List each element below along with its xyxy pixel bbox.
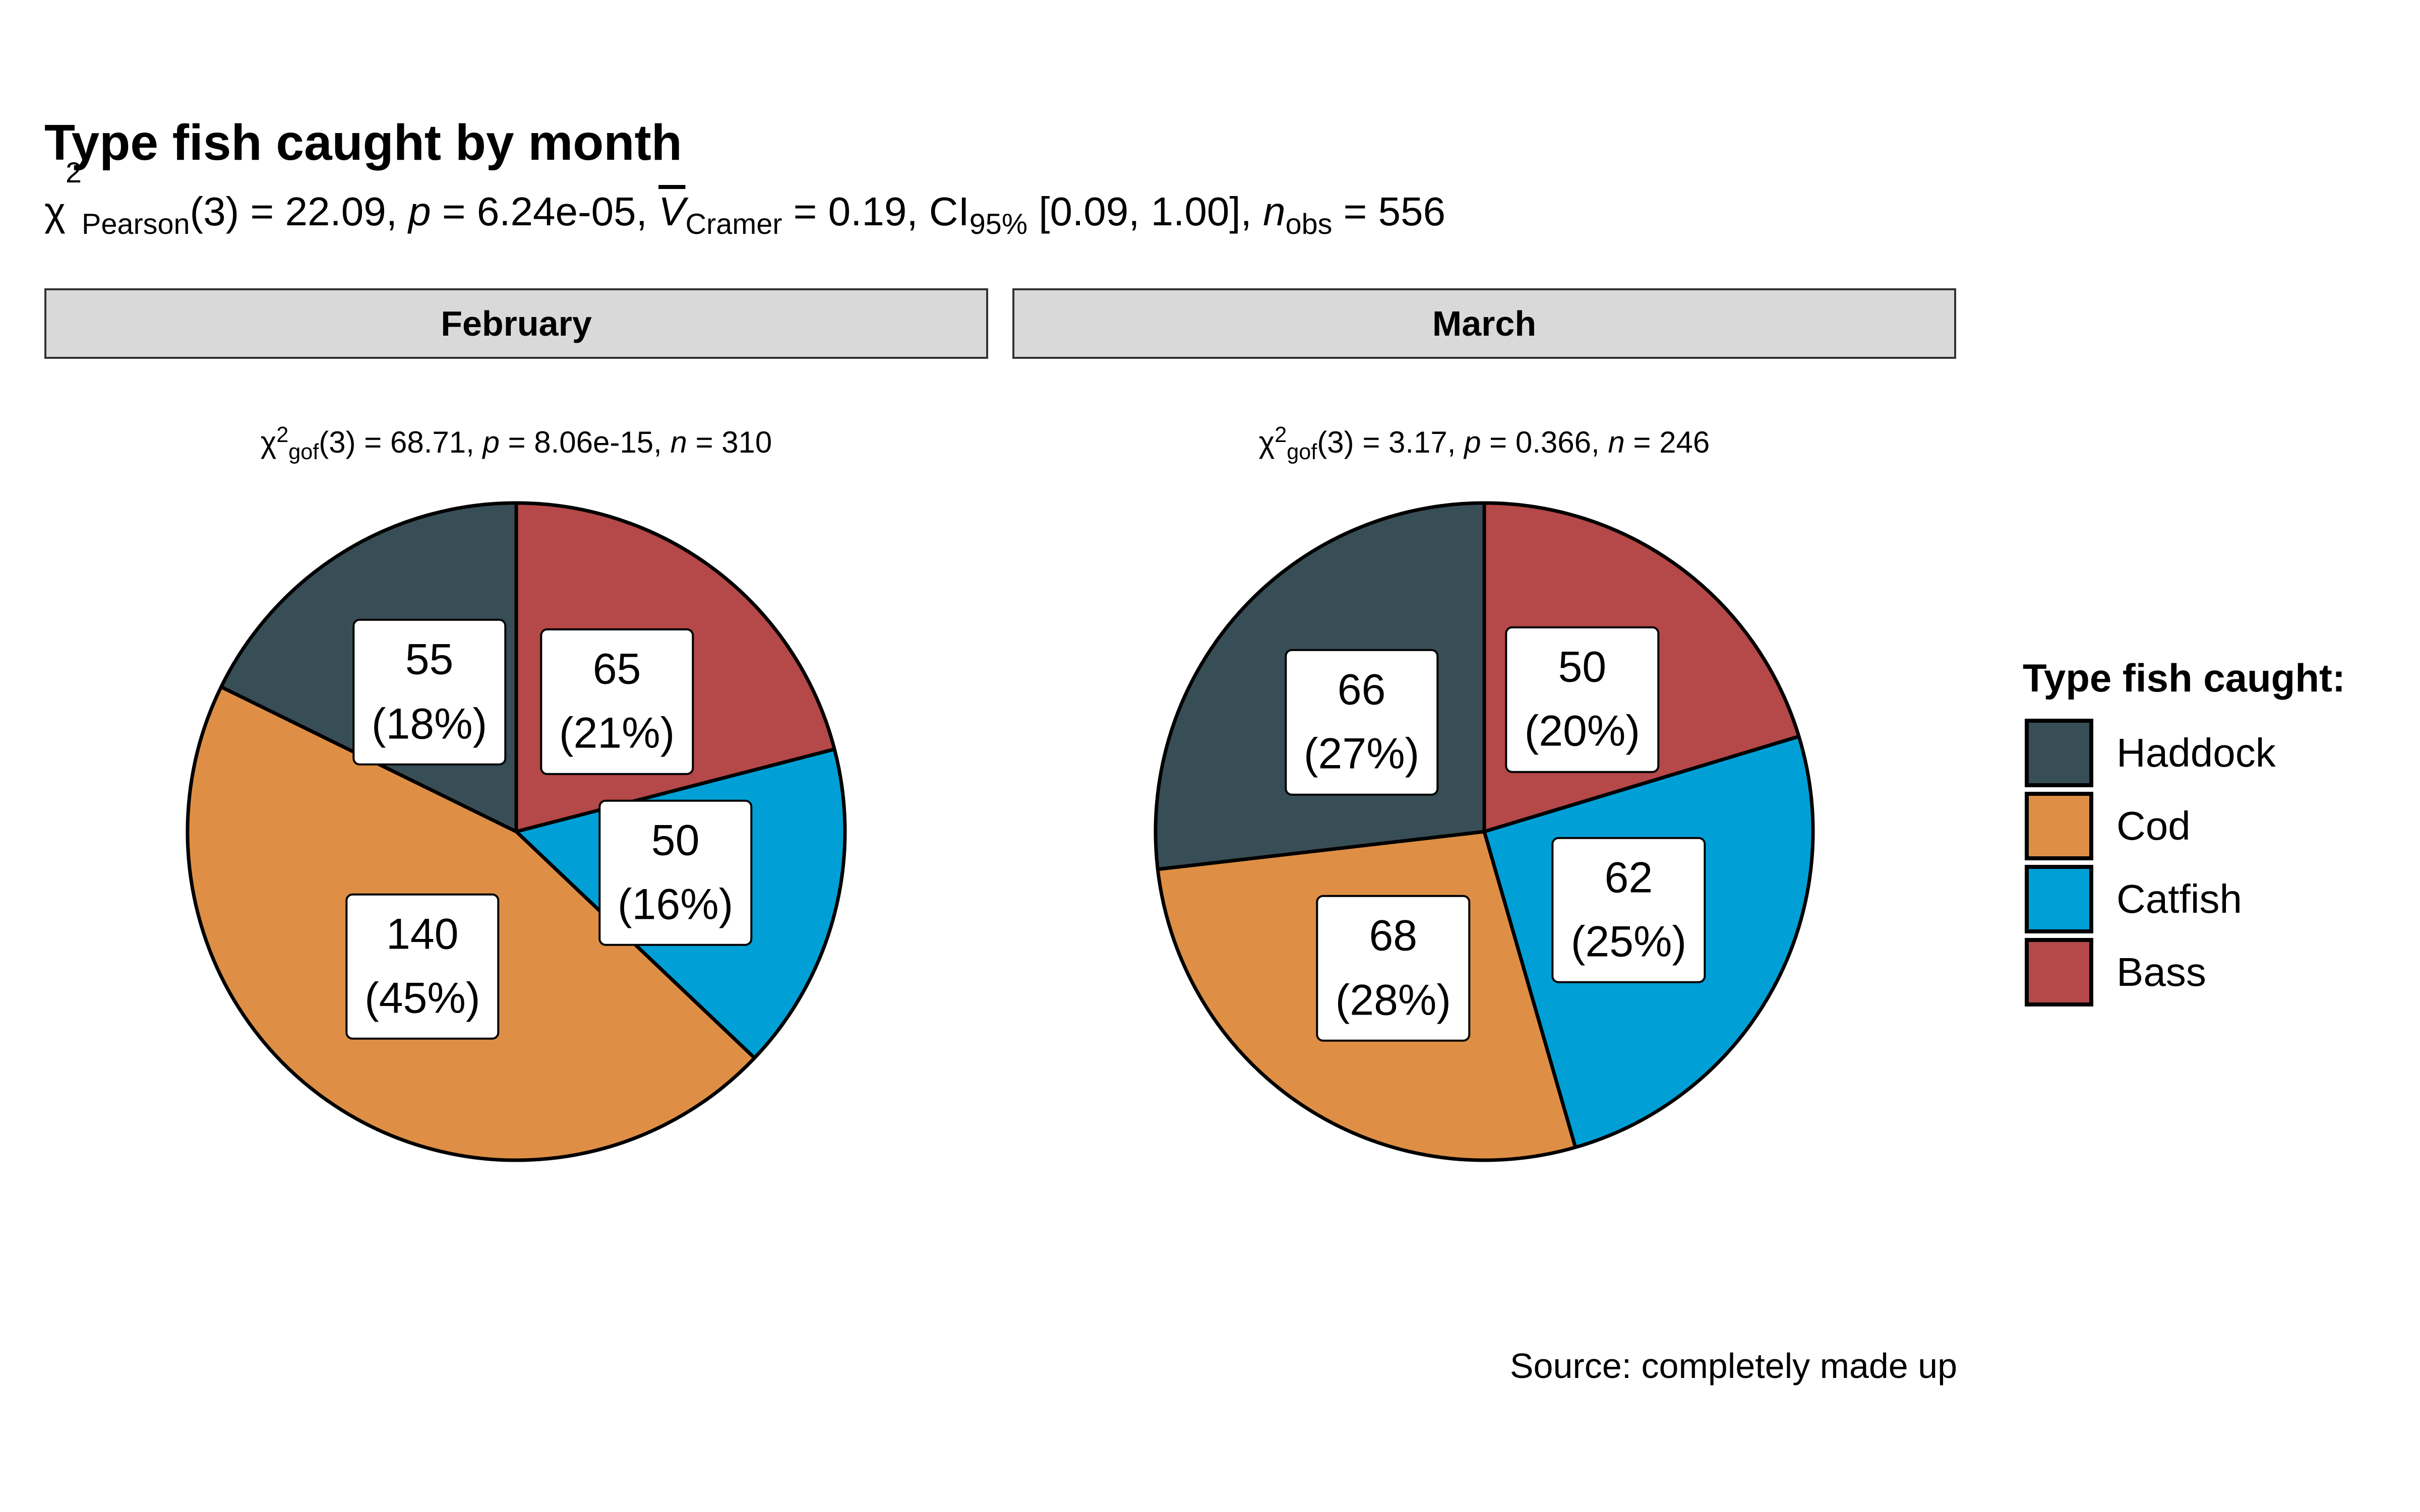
slice-count-label: 50 xyxy=(651,816,700,865)
legend-swatch xyxy=(2025,719,2093,787)
slice-percent-label: (28%) xyxy=(1335,976,1451,1025)
legend-swatch xyxy=(2025,938,2093,1006)
slice-count-label: 65 xyxy=(592,645,641,694)
slice-percent-label: (20%) xyxy=(1524,707,1640,756)
subtitle-ci-value: [0.09, 1.00], xyxy=(1027,189,1263,234)
slice-count-label: 50 xyxy=(1558,643,1607,691)
legend-swatch xyxy=(2025,792,2093,860)
subtitle-pearson: Pearson xyxy=(82,208,190,240)
subtitle-ci-sub: 95% xyxy=(969,208,1028,240)
facet-strip-march: March xyxy=(1012,288,1956,359)
slice-count-label: 140 xyxy=(386,910,459,959)
slice-label-february-haddock: 55 (18%) xyxy=(352,619,507,766)
slice-percent-label: (27%) xyxy=(1303,730,1420,779)
slice-count-label: 55 xyxy=(405,636,454,684)
legend-item-cod: Cod xyxy=(2025,791,2191,861)
subtitle-v-value: = 0.19, CI xyxy=(782,189,970,234)
legend-item-bass: Bass xyxy=(2025,937,2206,1007)
chart-title: Type fish caught by month xyxy=(44,114,682,171)
legend-title: Type fish caught: xyxy=(2023,656,2345,700)
slice-percent-label: (21%) xyxy=(559,709,675,758)
slice-percent-label: (18%) xyxy=(371,700,488,748)
slice-label-march-bass: 50 (20%) xyxy=(1505,626,1659,773)
chart-subtitle: χ2Pearson(3) = 22.09, p = 6.24e-05, VCra… xyxy=(44,156,1446,239)
subtitle-v-label: V xyxy=(658,189,686,234)
slice-label-february-catfish: 50 (16%) xyxy=(598,799,753,946)
legend-item-haddock: Haddock xyxy=(2025,718,2276,788)
slice-label-march-haddock: 66 (27%) xyxy=(1284,649,1439,796)
slice-count-label: 62 xyxy=(1604,853,1653,902)
subtitle-n-value: = 556 xyxy=(1332,189,1446,234)
subtitle-n-sub: obs xyxy=(1285,208,1333,240)
legend-label: Cod xyxy=(2116,803,2191,848)
slice-count-label: 68 xyxy=(1369,912,1418,961)
slice-percent-label: (45%) xyxy=(365,974,480,1023)
slice-label-february-cod: 140 (45%) xyxy=(345,893,500,1040)
slice-label-march-cod: 68 (28%) xyxy=(1316,895,1471,1042)
panel-stat-march: χ2gof(3) = 3.17, p = 0.366, n = 246 xyxy=(1258,423,1710,464)
slice-count-label: 66 xyxy=(1337,665,1386,714)
subtitle-p-value: = 6.24e-05, xyxy=(431,189,659,234)
legend-item-catfish: Catfish xyxy=(2025,864,2242,934)
legend-label: Haddock xyxy=(2116,730,2276,775)
slice-label-february-bass: 65 (21%) xyxy=(539,628,694,775)
panel-stat-february: χ2gof(3) = 68.71, p = 8.06e-15, n = 310 xyxy=(260,423,772,464)
chart-caption: Source: completely made up xyxy=(1509,1346,1957,1385)
subtitle-stat: (3) = 22.09, xyxy=(190,189,409,234)
subtitle-v-sub: Cramer xyxy=(685,208,782,240)
subtitle-p-label: p xyxy=(408,189,431,234)
subtitle-n-label: n xyxy=(1263,189,1286,234)
slice-percent-label: (25%) xyxy=(1570,917,1687,966)
legend-label: Bass xyxy=(2116,950,2206,994)
facet-strip-february: February xyxy=(44,288,988,359)
subtitle-chi-symbol: χ2 xyxy=(44,156,82,234)
legend-label: Catfish xyxy=(2116,876,2242,921)
slice-label-march-catfish: 62 (25%) xyxy=(1551,837,1706,983)
slice-percent-label: (16%) xyxy=(617,880,734,929)
legend-swatch xyxy=(2025,865,2093,933)
